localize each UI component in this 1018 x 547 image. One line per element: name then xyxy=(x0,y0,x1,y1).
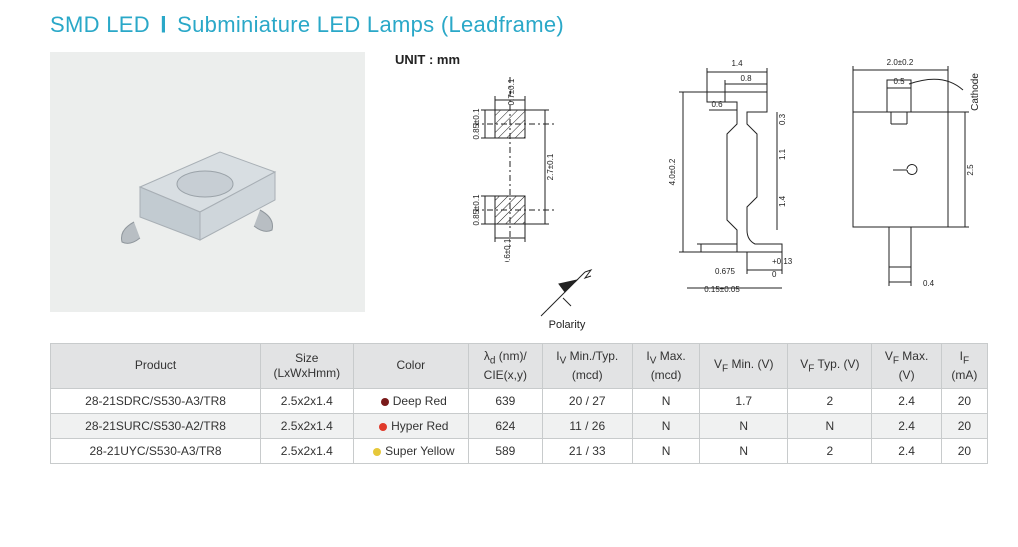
table-header-cell: λd (nm)/CIE(x,y) xyxy=(469,344,543,389)
product-photo xyxy=(50,52,365,312)
table-cell: 28-21UYC/S530-A3/TR8 xyxy=(51,438,261,463)
table-header-cell: IV Min./Typ.(mcd) xyxy=(542,344,632,389)
polarity-diagram: Polarity xyxy=(537,262,607,332)
svg-text:2.7±0.1: 2.7±0.1 xyxy=(546,153,555,180)
table-cell: N xyxy=(700,413,788,438)
table-row: 28-21SDRC/S530-A3/TR82.5x2x1.4Deep Red63… xyxy=(51,388,988,413)
side-view-diagram: 1.4 0.8 0.6 4.0±0.2 0.3 1.1 1.4 0.675 +0… xyxy=(617,52,807,312)
table-cell: 2.5x2x1.4 xyxy=(261,388,353,413)
table-cell: 1.7 xyxy=(700,388,788,413)
svg-text:0.6±0.1: 0.6±0.1 xyxy=(503,238,512,262)
svg-text:2.0±0.2: 2.0±0.2 xyxy=(887,58,914,67)
title-separator: I xyxy=(160,11,166,40)
table-cell: N xyxy=(632,388,699,413)
table-header-cell: Product xyxy=(51,344,261,389)
table-cell: 28-21SURC/S530-A2/TR8 xyxy=(51,413,261,438)
table-cell: 20 xyxy=(941,388,987,413)
table-row: 28-21SURC/S530-A2/TR82.5x2x1.4Hyper Red6… xyxy=(51,413,988,438)
svg-text:0.5: 0.5 xyxy=(893,77,905,86)
table-header-cell: IV Max.(mcd) xyxy=(632,344,699,389)
table-cell: N xyxy=(632,413,699,438)
table-cell: 624 xyxy=(469,413,543,438)
svg-text:0.4: 0.4 xyxy=(923,279,935,288)
top-view-diagram: 2.0±0.2 0.5 2.5 0.4 Cathode xyxy=(823,52,993,312)
upper-section: UNIT : mm 0.7±0.1 0.85±0.1 xyxy=(50,52,988,337)
table-cell: 2 xyxy=(788,438,872,463)
table-header-row: ProductSize(LxWxHmm)Colorλd (nm)/CIE(x,y… xyxy=(51,344,988,389)
table-cell: 2.4 xyxy=(872,438,941,463)
svg-text:1.1: 1.1 xyxy=(778,148,787,160)
table-cell: Hyper Red xyxy=(353,413,469,438)
spec-table: ProductSize(LxWxHmm)Colorλd (nm)/CIE(x,y… xyxy=(50,343,988,464)
svg-text:0.15±0.05: 0.15±0.05 xyxy=(704,285,740,294)
table-header-cell: IF(mA) xyxy=(941,344,987,389)
table-cell: N xyxy=(700,438,788,463)
table-header-cell: Color xyxy=(353,344,469,389)
unit-label: UNIT : mm xyxy=(395,52,460,67)
table-header-cell: VF Typ. (V) xyxy=(788,344,872,389)
datasheet-page: SMD LED I Subminiature LED Lamps (Leadfr… xyxy=(0,0,1018,474)
table-cell: 2.5x2x1.4 xyxy=(261,438,353,463)
svg-text:0.8: 0.8 xyxy=(740,74,752,83)
svg-text:0: 0 xyxy=(772,270,777,279)
photo-illustration xyxy=(110,132,300,252)
table-cell: 2.4 xyxy=(872,388,941,413)
svg-text:0.6: 0.6 xyxy=(711,100,723,109)
table-cell: 28-21SDRC/S530-A3/TR8 xyxy=(51,388,261,413)
dimension-diagrams: UNIT : mm 0.7±0.1 0.85±0.1 xyxy=(395,52,988,337)
table-cell: 11 / 26 xyxy=(542,413,632,438)
table-cell: 20 / 27 xyxy=(542,388,632,413)
table-cell: 20 xyxy=(941,413,987,438)
svg-text:0.85±0.1: 0.85±0.1 xyxy=(472,194,481,226)
svg-text:1.4: 1.4 xyxy=(778,195,787,207)
svg-text:0.85±0.1: 0.85±0.1 xyxy=(472,108,481,140)
table-header-cell: Size(LxWxHmm) xyxy=(261,344,353,389)
svg-text:1.4: 1.4 xyxy=(731,59,743,68)
svg-text:Polarity: Polarity xyxy=(549,319,586,331)
table-header-cell: VF Min. (V) xyxy=(700,344,788,389)
svg-text:2.5: 2.5 xyxy=(966,164,975,176)
table-cell: Deep Red xyxy=(353,388,469,413)
table-cell: 21 / 33 xyxy=(542,438,632,463)
title-part2: Subminiature LED Lamps (Leadframe) xyxy=(177,12,564,37)
table-cell: Super Yellow xyxy=(353,438,469,463)
table-cell: 2.4 xyxy=(872,413,941,438)
table-cell: 2.5x2x1.4 xyxy=(261,413,353,438)
table-cell: 639 xyxy=(469,388,543,413)
table-row: 28-21UYC/S530-A3/TR82.5x2x1.4Super Yello… xyxy=(51,438,988,463)
table-cell: N xyxy=(632,438,699,463)
svg-text:+0.13: +0.13 xyxy=(772,257,793,266)
svg-text:0.7±0.1: 0.7±0.1 xyxy=(507,78,516,105)
svg-text:Cathode: Cathode xyxy=(970,73,981,111)
table-cell: 2 xyxy=(788,388,872,413)
footprint-diagram: 0.7±0.1 0.85±0.1 0.85±0.1 0.6±0.1 2.7±0.… xyxy=(455,62,565,262)
table-cell: 589 xyxy=(469,438,543,463)
table-cell: 20 xyxy=(941,438,987,463)
svg-text:0.3: 0.3 xyxy=(778,113,787,125)
table-header-cell: VF Max.(V) xyxy=(872,344,941,389)
svg-text:4.0±0.2: 4.0±0.2 xyxy=(668,158,677,185)
title-part1: SMD LED xyxy=(50,12,150,37)
svg-text:0.675: 0.675 xyxy=(715,267,736,276)
page-title: SMD LED I Subminiature LED Lamps (Leadfr… xyxy=(50,12,988,38)
table-cell: N xyxy=(788,413,872,438)
